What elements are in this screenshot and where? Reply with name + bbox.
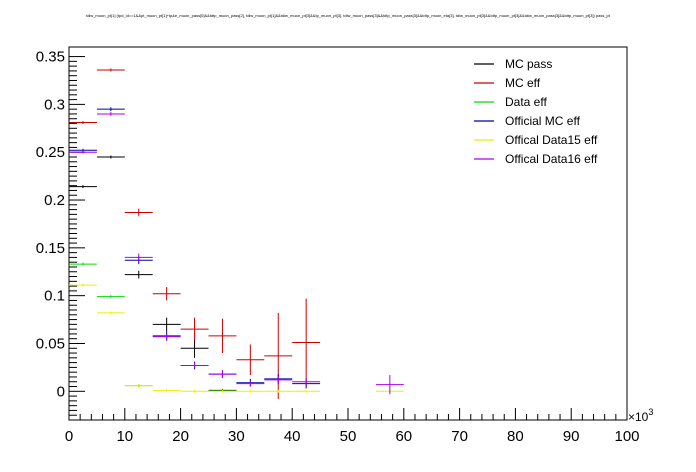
data-point: [180, 317, 209, 341]
data-point: [69, 121, 97, 125]
x-tick-label: 30: [228, 428, 245, 445]
data-point: [69, 185, 97, 189]
x-tick-label: 100: [614, 428, 639, 445]
data-point: [69, 262, 97, 266]
legend-item: Offical Data16 eff: [474, 152, 598, 166]
series-2: [69, 68, 321, 399]
y-tick-label: 0.3: [44, 96, 65, 113]
data-point: [208, 389, 237, 393]
data-point: [264, 389, 293, 393]
data-point: [152, 332, 181, 341]
series-5: [69, 283, 404, 393]
x-tick-label: 50: [340, 428, 357, 445]
x-axis: 0 10 20 30 40 50 60 70 80 90 100: [65, 408, 640, 445]
legend-item: Data eff: [474, 95, 547, 109]
legend: MC pass MC eff Data eff Official MC eff Offi…: [474, 57, 598, 166]
x-axis-exponent: ×103: [628, 407, 653, 424]
x-axis-exponent-power: 3: [648, 407, 653, 417]
data-point: [96, 311, 125, 315]
x-tick-label: 70: [451, 428, 468, 445]
data-point: [264, 376, 293, 384]
legend-item: MC pass: [474, 57, 552, 71]
x-tick-label: 60: [395, 428, 412, 445]
data-point: [236, 344, 265, 376]
legend-label: MC pass: [505, 57, 552, 71]
legend-item: Official MC eff: [474, 114, 581, 128]
data-point: [375, 375, 404, 395]
data-point: [292, 377, 321, 386]
y-tick-label: 0.05: [36, 335, 65, 352]
data-point: [208, 318, 237, 354]
x-axis-exponent-base: ×10: [628, 410, 649, 424]
data-point: [236, 389, 265, 393]
data-point: [180, 389, 209, 393]
y-axis: 0 0.05 0.1 0.15 0.2 0.25 0.3 0.35: [36, 49, 85, 421]
series-3: [69, 262, 237, 393]
data-point: [208, 370, 237, 378]
data-point: [124, 208, 153, 217]
legend-label: Offical Data16 eff: [505, 152, 598, 166]
data-point: [124, 253, 153, 262]
data-point: [124, 270, 153, 279]
data-point: [180, 338, 209, 358]
data-point: [96, 295, 125, 299]
x-tick-label: 90: [563, 428, 580, 445]
data-point: [124, 384, 153, 388]
data-point: [180, 362, 209, 369]
legend-label: Official MC eff: [505, 114, 581, 128]
legend-label: Offical Data15 eff: [505, 133, 598, 147]
data-point: [236, 380, 265, 387]
data-point: [264, 312, 293, 399]
y-tick-label: 0.1: [44, 288, 65, 305]
data-point: [96, 155, 125, 159]
series-6: [69, 112, 404, 395]
legend-label: Data eff: [505, 95, 547, 109]
y-tick-label: 0.2: [44, 192, 65, 209]
x-tick-label: 10: [116, 428, 133, 445]
data-point: [69, 150, 97, 154]
x-tick-label: 80: [507, 428, 524, 445]
y-tick-label: 0.25: [36, 144, 65, 161]
data-point: [152, 317, 181, 332]
data-point: [96, 68, 125, 72]
data-point: [96, 107, 125, 112]
data-point: [152, 287, 181, 301]
legend-item: MC eff: [474, 76, 541, 90]
legend-item: Offical Data15 eff: [474, 133, 598, 147]
y-tick-label: 0: [57, 383, 65, 400]
data-point: [96, 112, 125, 116]
series-layer: [69, 68, 404, 399]
chart-title: tdiw_muon_pt[1] (tpd_id==1&&pt_muon_pt[1…: [86, 13, 611, 18]
data-point: [152, 388, 181, 392]
x-tick-label: 20: [172, 428, 189, 445]
data-point: [292, 389, 321, 393]
x-tick-label: 0: [65, 428, 73, 445]
y-tick-label: 0.15: [36, 240, 65, 257]
data-point: [69, 283, 97, 287]
series-1: [69, 155, 237, 392]
x-tick-label: 40: [284, 428, 301, 445]
data-point: [292, 298, 321, 387]
legend-label: MC eff: [505, 76, 541, 90]
y-tick-label: 0.35: [36, 49, 65, 66]
